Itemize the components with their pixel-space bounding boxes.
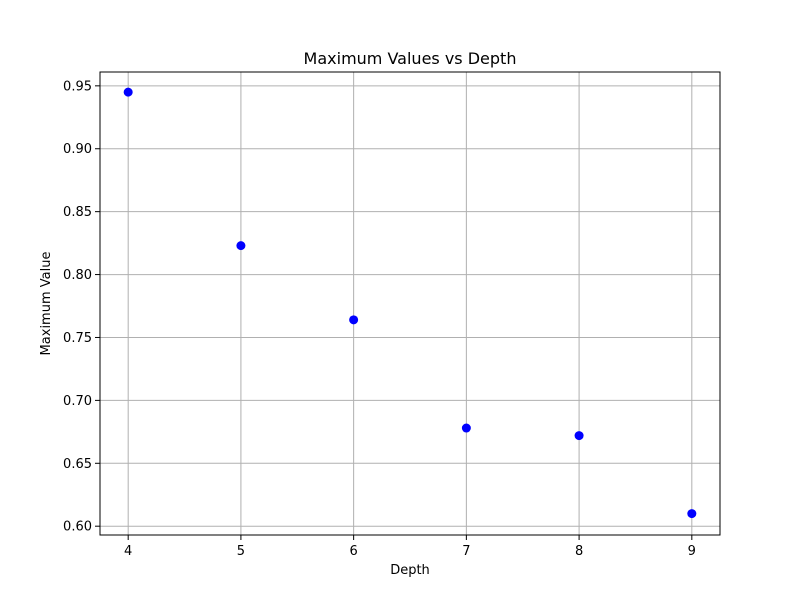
- data-point: [687, 509, 697, 519]
- y-tick-label: 0.75: [63, 331, 92, 346]
- y-tick-label: 0.90: [63, 142, 92, 157]
- x-axis-ticks: 4 5 6 7 8 9: [124, 535, 696, 559]
- data-point: [123, 87, 133, 97]
- x-tick-label: 9: [688, 544, 696, 559]
- y-tick-label: 0.85: [63, 205, 92, 220]
- x-tick-label: 5: [237, 544, 245, 559]
- data-point: [349, 315, 359, 325]
- y-axis-ticks: 0.60 0.65 0.70 0.75 0.80 0.85 0.90 0.95: [63, 79, 100, 535]
- y-tick-label: 0.80: [63, 268, 92, 283]
- x-tick-label: 8: [575, 544, 583, 559]
- data-points: [123, 87, 697, 519]
- grid-lines: [100, 72, 720, 535]
- data-point: [574, 431, 584, 441]
- data-point: [461, 423, 471, 433]
- y-tick-label: 0.65: [63, 457, 92, 472]
- y-tick-label: 0.70: [63, 394, 92, 409]
- y-tick-label: 0.95: [63, 79, 92, 94]
- x-tick-label: 7: [462, 544, 470, 559]
- x-tick-label: 4: [124, 544, 132, 559]
- x-tick-label: 6: [349, 544, 357, 559]
- plot-frame: [99, 71, 721, 536]
- data-point: [236, 241, 246, 251]
- chart-title: Maximum Values vs Depth: [304, 49, 517, 68]
- y-tick-label: 0.60: [63, 520, 92, 535]
- y-axis-label: Maximum Value: [39, 252, 54, 356]
- x-axis-label: Depth: [390, 563, 430, 578]
